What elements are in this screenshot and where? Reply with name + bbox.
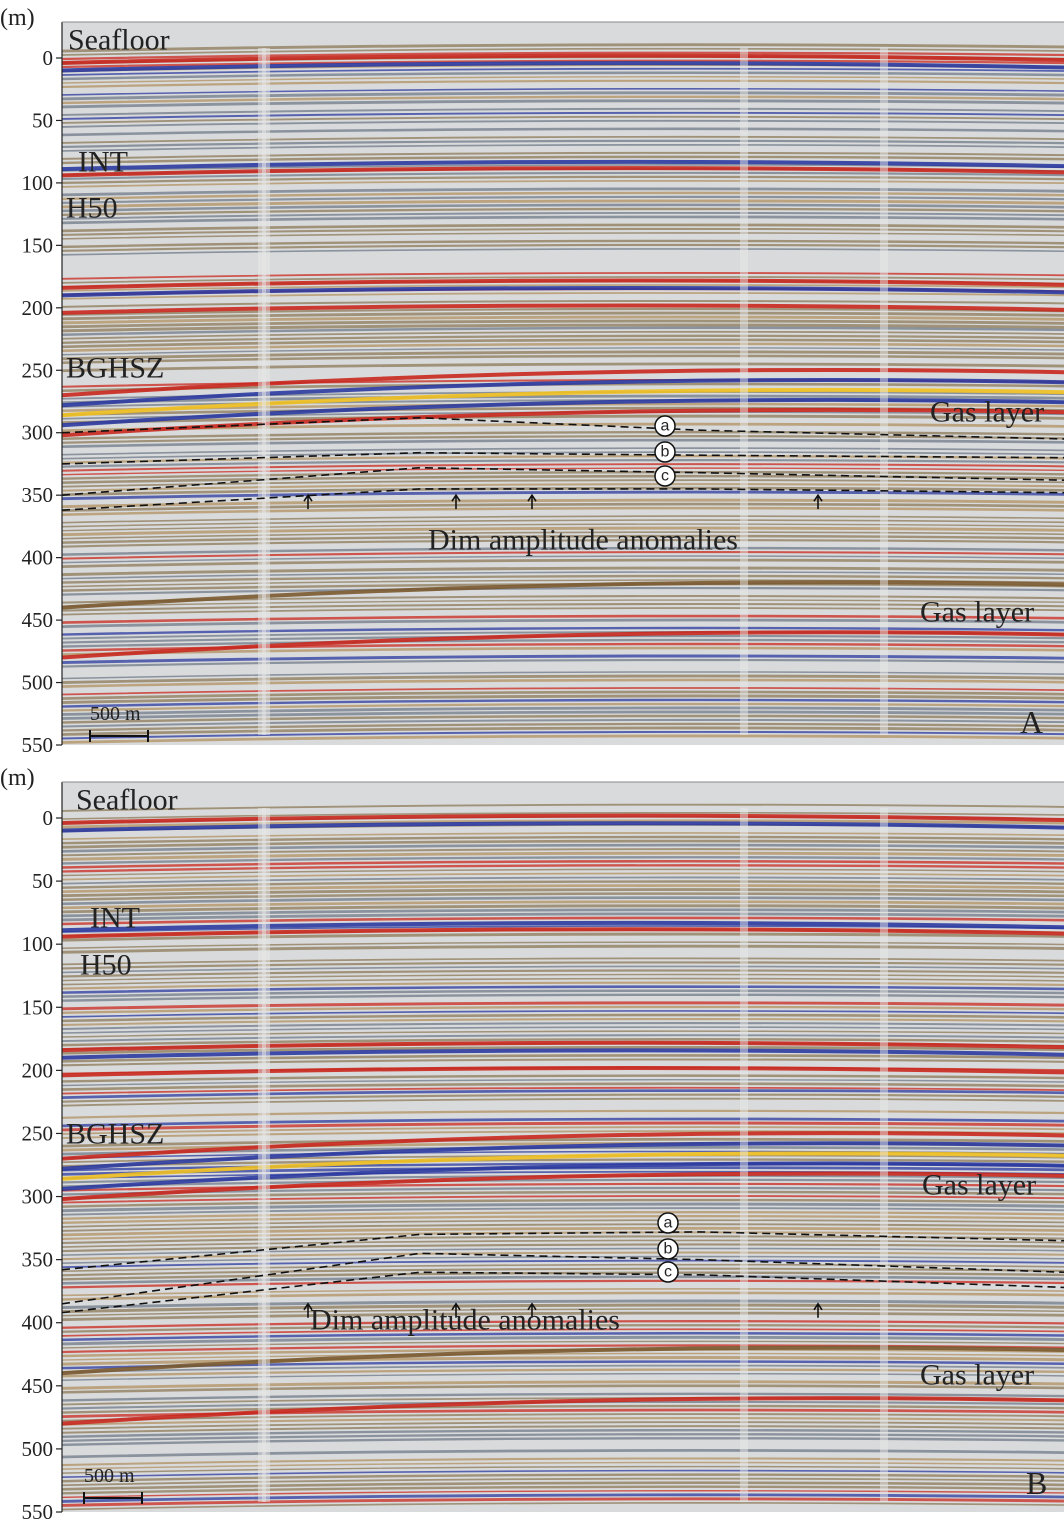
horizon-marker-label: c [664, 1264, 672, 1281]
scale-label: 500 m [90, 703, 141, 725]
horizon-label: Seafloor [76, 784, 178, 817]
gas-layer-label: Gas layer [920, 1359, 1034, 1392]
horizon-label: INT [78, 146, 128, 179]
horizon-label: Seafloor [68, 24, 170, 57]
horizon-marker-label: b [664, 1241, 673, 1258]
y-tick-label: 300 [22, 1185, 54, 1209]
y-tick-label: 500 [22, 1437, 54, 1461]
chimney [262, 48, 270, 735]
y-tick-label: 550 [22, 1500, 54, 1524]
chimney [740, 808, 748, 1502]
horizon-marker-label: a [661, 418, 670, 435]
y-tick-label: 50 [32, 869, 53, 893]
horizon-marker-label: a [664, 1215, 673, 1232]
horizon-label: H50 [80, 949, 132, 982]
horizon-marker-label: c [661, 468, 669, 485]
y-tick-label: 150 [22, 995, 54, 1019]
panel-letter: A [1020, 704, 1043, 740]
seismic-panel [62, 782, 1064, 1512]
y-tick-label: 0 [43, 46, 54, 70]
y-tick-label: 100 [22, 932, 54, 956]
y-tick-label: 200 [22, 296, 54, 320]
horizon-label: BGHSZ [66, 352, 164, 385]
horizon-label: BGHSZ [66, 1118, 164, 1151]
horizon-marker-label: b [661, 444, 670, 461]
chimney [740, 48, 748, 735]
y-tick-label: 350 [22, 483, 54, 507]
y-tick-label: 150 [22, 233, 54, 257]
y-tick-label: 400 [22, 1311, 54, 1335]
y-tick-label: 200 [22, 1058, 54, 1082]
horizon-label: INT [90, 902, 140, 935]
unit-label: (m) [0, 5, 35, 31]
chimney [880, 808, 888, 1502]
y-tick-label: 250 [22, 358, 54, 382]
gas-layer-label: Gas layer [930, 396, 1044, 429]
y-tick-label: 550 [22, 733, 54, 757]
anomaly-label: Dim amplitude anomalies [428, 524, 738, 557]
y-tick-label: 50 [32, 108, 53, 132]
y-tick-label: 250 [22, 1121, 54, 1145]
y-tick-label: 450 [22, 1374, 54, 1398]
y-tick-label: 100 [22, 171, 54, 195]
gas-layer-label: Gas layer [920, 596, 1034, 629]
y-tick-label: 500 [22, 671, 54, 695]
y-tick-label: 300 [22, 421, 54, 445]
scale-label: 500 m [84, 1465, 135, 1487]
panel-letter: B [1026, 1465, 1047, 1501]
y-tick-label: 0 [43, 806, 54, 830]
chimney [262, 808, 270, 1502]
anomaly-label: Dim amplitude anomalies [310, 1304, 620, 1337]
y-tick-label: 450 [22, 608, 54, 632]
y-tick-label: 350 [22, 1248, 54, 1272]
seismic-panel [62, 22, 1064, 745]
unit-label: (m) [0, 765, 35, 791]
horizon-label: H50 [66, 192, 118, 225]
figure: (m)050100150200250300350400450500550Seaf… [0, 0, 1064, 1524]
gas-layer-label: Gas layer [922, 1169, 1036, 1202]
chimney [880, 48, 888, 735]
y-tick-label: 400 [22, 546, 54, 570]
